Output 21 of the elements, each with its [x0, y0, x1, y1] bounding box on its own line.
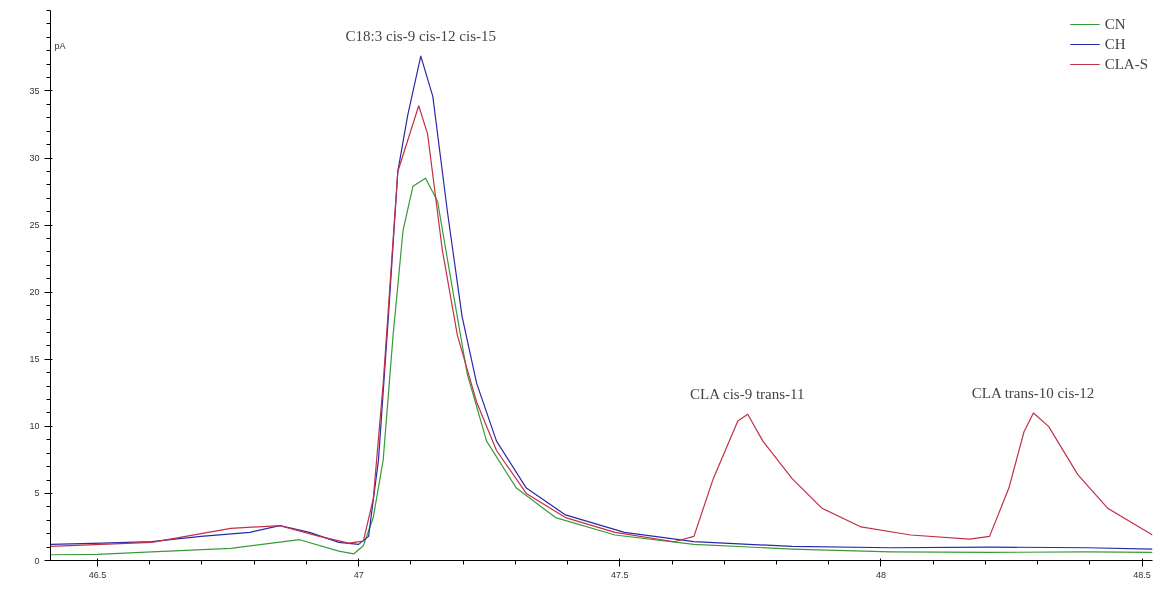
x-tick-label: 47.5: [611, 569, 629, 580]
y-tick-label: 10: [29, 421, 40, 432]
y-tick-label: 0: [34, 555, 40, 566]
x-tick-label: 46.5: [88, 569, 107, 580]
legend-label: CN: [1104, 15, 1126, 33]
x-tick-label: 47: [353, 569, 364, 580]
annotation: CLA cis-9 trans-11: [690, 386, 805, 403]
y-axis-title: pA: [54, 40, 66, 51]
y-tick-label: 30: [29, 153, 40, 164]
y-tick-label: 20: [29, 287, 40, 298]
legend-label: CLA-S: [1104, 55, 1148, 73]
x-tick-label: 48.5: [1133, 569, 1151, 580]
y-tick-label: 35: [29, 85, 40, 96]
y-tick-label: 5: [34, 488, 40, 499]
annotation: C18:3 cis-9 cis-12 cis-15: [345, 28, 496, 45]
annotation: CLA trans-10 cis-12: [971, 384, 1095, 401]
y-tick-label: 15: [29, 354, 40, 365]
legend-label: CH: [1104, 35, 1126, 53]
line-series: [50, 177, 1153, 556]
x-tick-label: 48: [875, 569, 886, 580]
y-tick-label: 25: [29, 220, 40, 231]
